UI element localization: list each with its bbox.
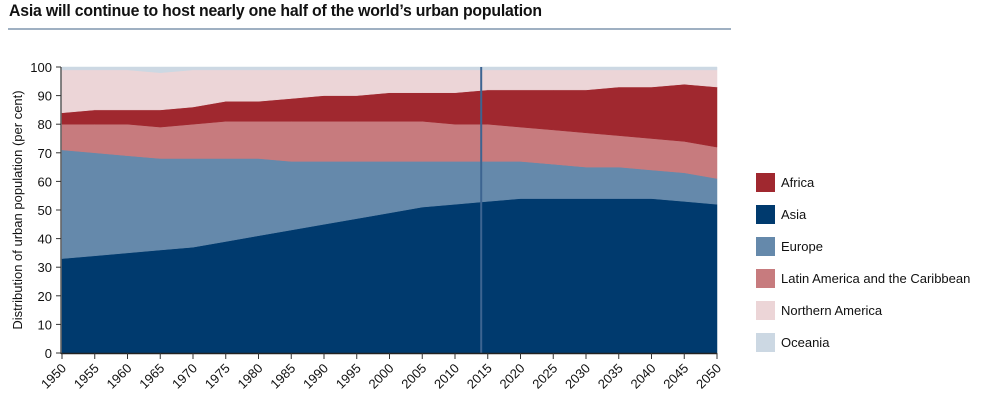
- x-tick-label: 2000: [366, 361, 397, 392]
- y-tick-label: 100: [30, 60, 52, 75]
- legend-item-asia: Asia: [756, 204, 970, 224]
- x-tick-label: 2045: [660, 361, 691, 392]
- legend-item-oceania: Oceania: [756, 332, 970, 352]
- x-tick-label: 1990: [300, 361, 331, 392]
- legend-label: Africa: [781, 174, 815, 190]
- legend-label: Latin America and the Caribbean: [781, 270, 971, 286]
- legend-item-northern-america: Northern America: [756, 300, 970, 320]
- legend-swatch: [756, 300, 775, 320]
- legend-swatch: [756, 236, 775, 256]
- area-oceania: [61, 66, 718, 73]
- x-tick-label: 1975: [202, 361, 233, 392]
- legend-label: Oceania: [781, 334, 830, 350]
- x-tick-label: 2025: [529, 361, 560, 392]
- y-axis-label: Distribution of urban population (per ce…: [10, 90, 25, 329]
- y-tick-label: 0: [45, 346, 52, 361]
- y-tick-label: 90: [38, 89, 52, 104]
- y-tick-label: 30: [38, 260, 52, 275]
- legend-item-africa: Africa: [756, 172, 970, 192]
- area-series-group: [61, 66, 718, 354]
- legend-item-europe: Europe: [756, 236, 970, 256]
- x-tick-label: 2035: [595, 361, 626, 392]
- y-tick-label: 70: [38, 146, 52, 161]
- title-divider: [8, 28, 731, 30]
- x-tick-label: 2020: [497, 361, 528, 392]
- x-tick-label: 1970: [169, 361, 200, 392]
- x-tick-label: 2005: [398, 361, 429, 392]
- x-tick-label: 1965: [136, 361, 167, 392]
- y-tick-label: 10: [38, 317, 52, 332]
- x-tick-label: 2015: [464, 361, 495, 392]
- chart-title: Asia will continue to host nearly one ha…: [9, 1, 542, 20]
- y-tick-label: 60: [38, 174, 52, 189]
- legend-label: Europe: [781, 238, 823, 254]
- x-tick-label: 1995: [333, 361, 364, 392]
- legend-label: Asia: [781, 206, 807, 222]
- x-tick-label: 1980: [235, 361, 266, 392]
- x-tick-label: 2050: [693, 361, 724, 392]
- x-tick-label: 1985: [267, 361, 298, 392]
- x-tick-label: 2030: [562, 361, 593, 392]
- legend-swatch: [756, 332, 775, 352]
- x-tick-label: 1960: [104, 361, 135, 392]
- legend-swatch: [756, 268, 775, 288]
- legend-swatch: [756, 204, 775, 224]
- y-tick-label: 80: [38, 117, 52, 132]
- legend-label: Northern America: [781, 302, 883, 318]
- x-tick-label: 2040: [628, 361, 659, 392]
- x-tick-label: 1955: [71, 361, 102, 392]
- x-tick-label: 1950: [38, 361, 69, 392]
- legend: Africa Asia Europe Latin America and the Ca…: [756, 172, 970, 364]
- y-tick-label: 50: [38, 203, 52, 218]
- y-tick-label: 20: [38, 289, 52, 304]
- legend-item-latin-america-and-the-caribbean: Latin America and the Caribbean: [756, 268, 970, 288]
- y-tick-label: 40: [38, 232, 52, 247]
- x-tick-label: 2010: [431, 361, 462, 392]
- legend-swatch: [756, 172, 775, 192]
